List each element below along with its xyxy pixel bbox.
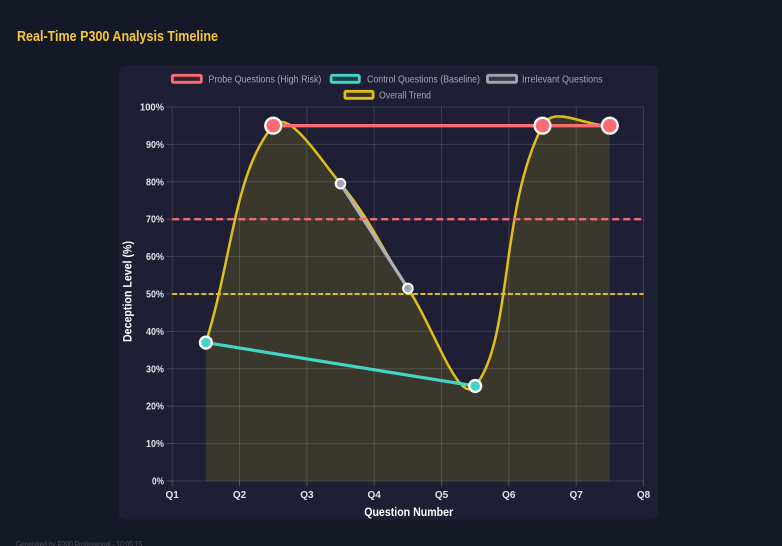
- svg-text:Real-Time P300 Analysis Timeli: Real-Time P300 Analysis Timeline: [17, 29, 218, 45]
- svg-text:Q2: Q2: [233, 490, 247, 501]
- svg-text:100%: 100%: [140, 103, 164, 114]
- svg-text:Q3: Q3: [300, 490, 314, 501]
- svg-text:0%: 0%: [152, 477, 164, 488]
- svg-text:80%: 80%: [146, 177, 164, 188]
- svg-text:50%: 50%: [146, 290, 164, 301]
- svg-text:Overall Trend: Overall Trend: [379, 91, 431, 102]
- svg-text:70%: 70%: [146, 215, 164, 226]
- svg-text:Q4: Q4: [368, 490, 382, 501]
- svg-text:Q5: Q5: [435, 490, 449, 501]
- svg-text:Probe Questions (High Risk): Probe Questions (High Risk): [208, 75, 321, 86]
- svg-text:Control Questions (Baseline): Control Questions (Baseline): [367, 75, 480, 86]
- svg-text:40%: 40%: [146, 327, 164, 338]
- svg-text:Q7: Q7: [570, 490, 584, 501]
- svg-text:Q1: Q1: [166, 490, 180, 501]
- svg-text:Deception Level (%): Deception Level (%): [123, 241, 135, 342]
- svg-text:10%: 10%: [146, 439, 164, 450]
- svg-text:30%: 30%: [146, 364, 164, 375]
- svg-text:Generated by P300 Professional: Generated by P300 Professional - 10:05:1…: [16, 540, 142, 546]
- svg-text:20%: 20%: [146, 402, 164, 413]
- svg-text:90%: 90%: [146, 140, 164, 151]
- svg-text:Q6: Q6: [502, 490, 516, 501]
- svg-text:Q8: Q8: [637, 490, 651, 501]
- svg-text:60%: 60%: [146, 252, 164, 263]
- svg-text:Irrelevant Questions: Irrelevant Questions: [522, 75, 603, 86]
- svg-text:Question Number: Question Number: [364, 507, 453, 519]
